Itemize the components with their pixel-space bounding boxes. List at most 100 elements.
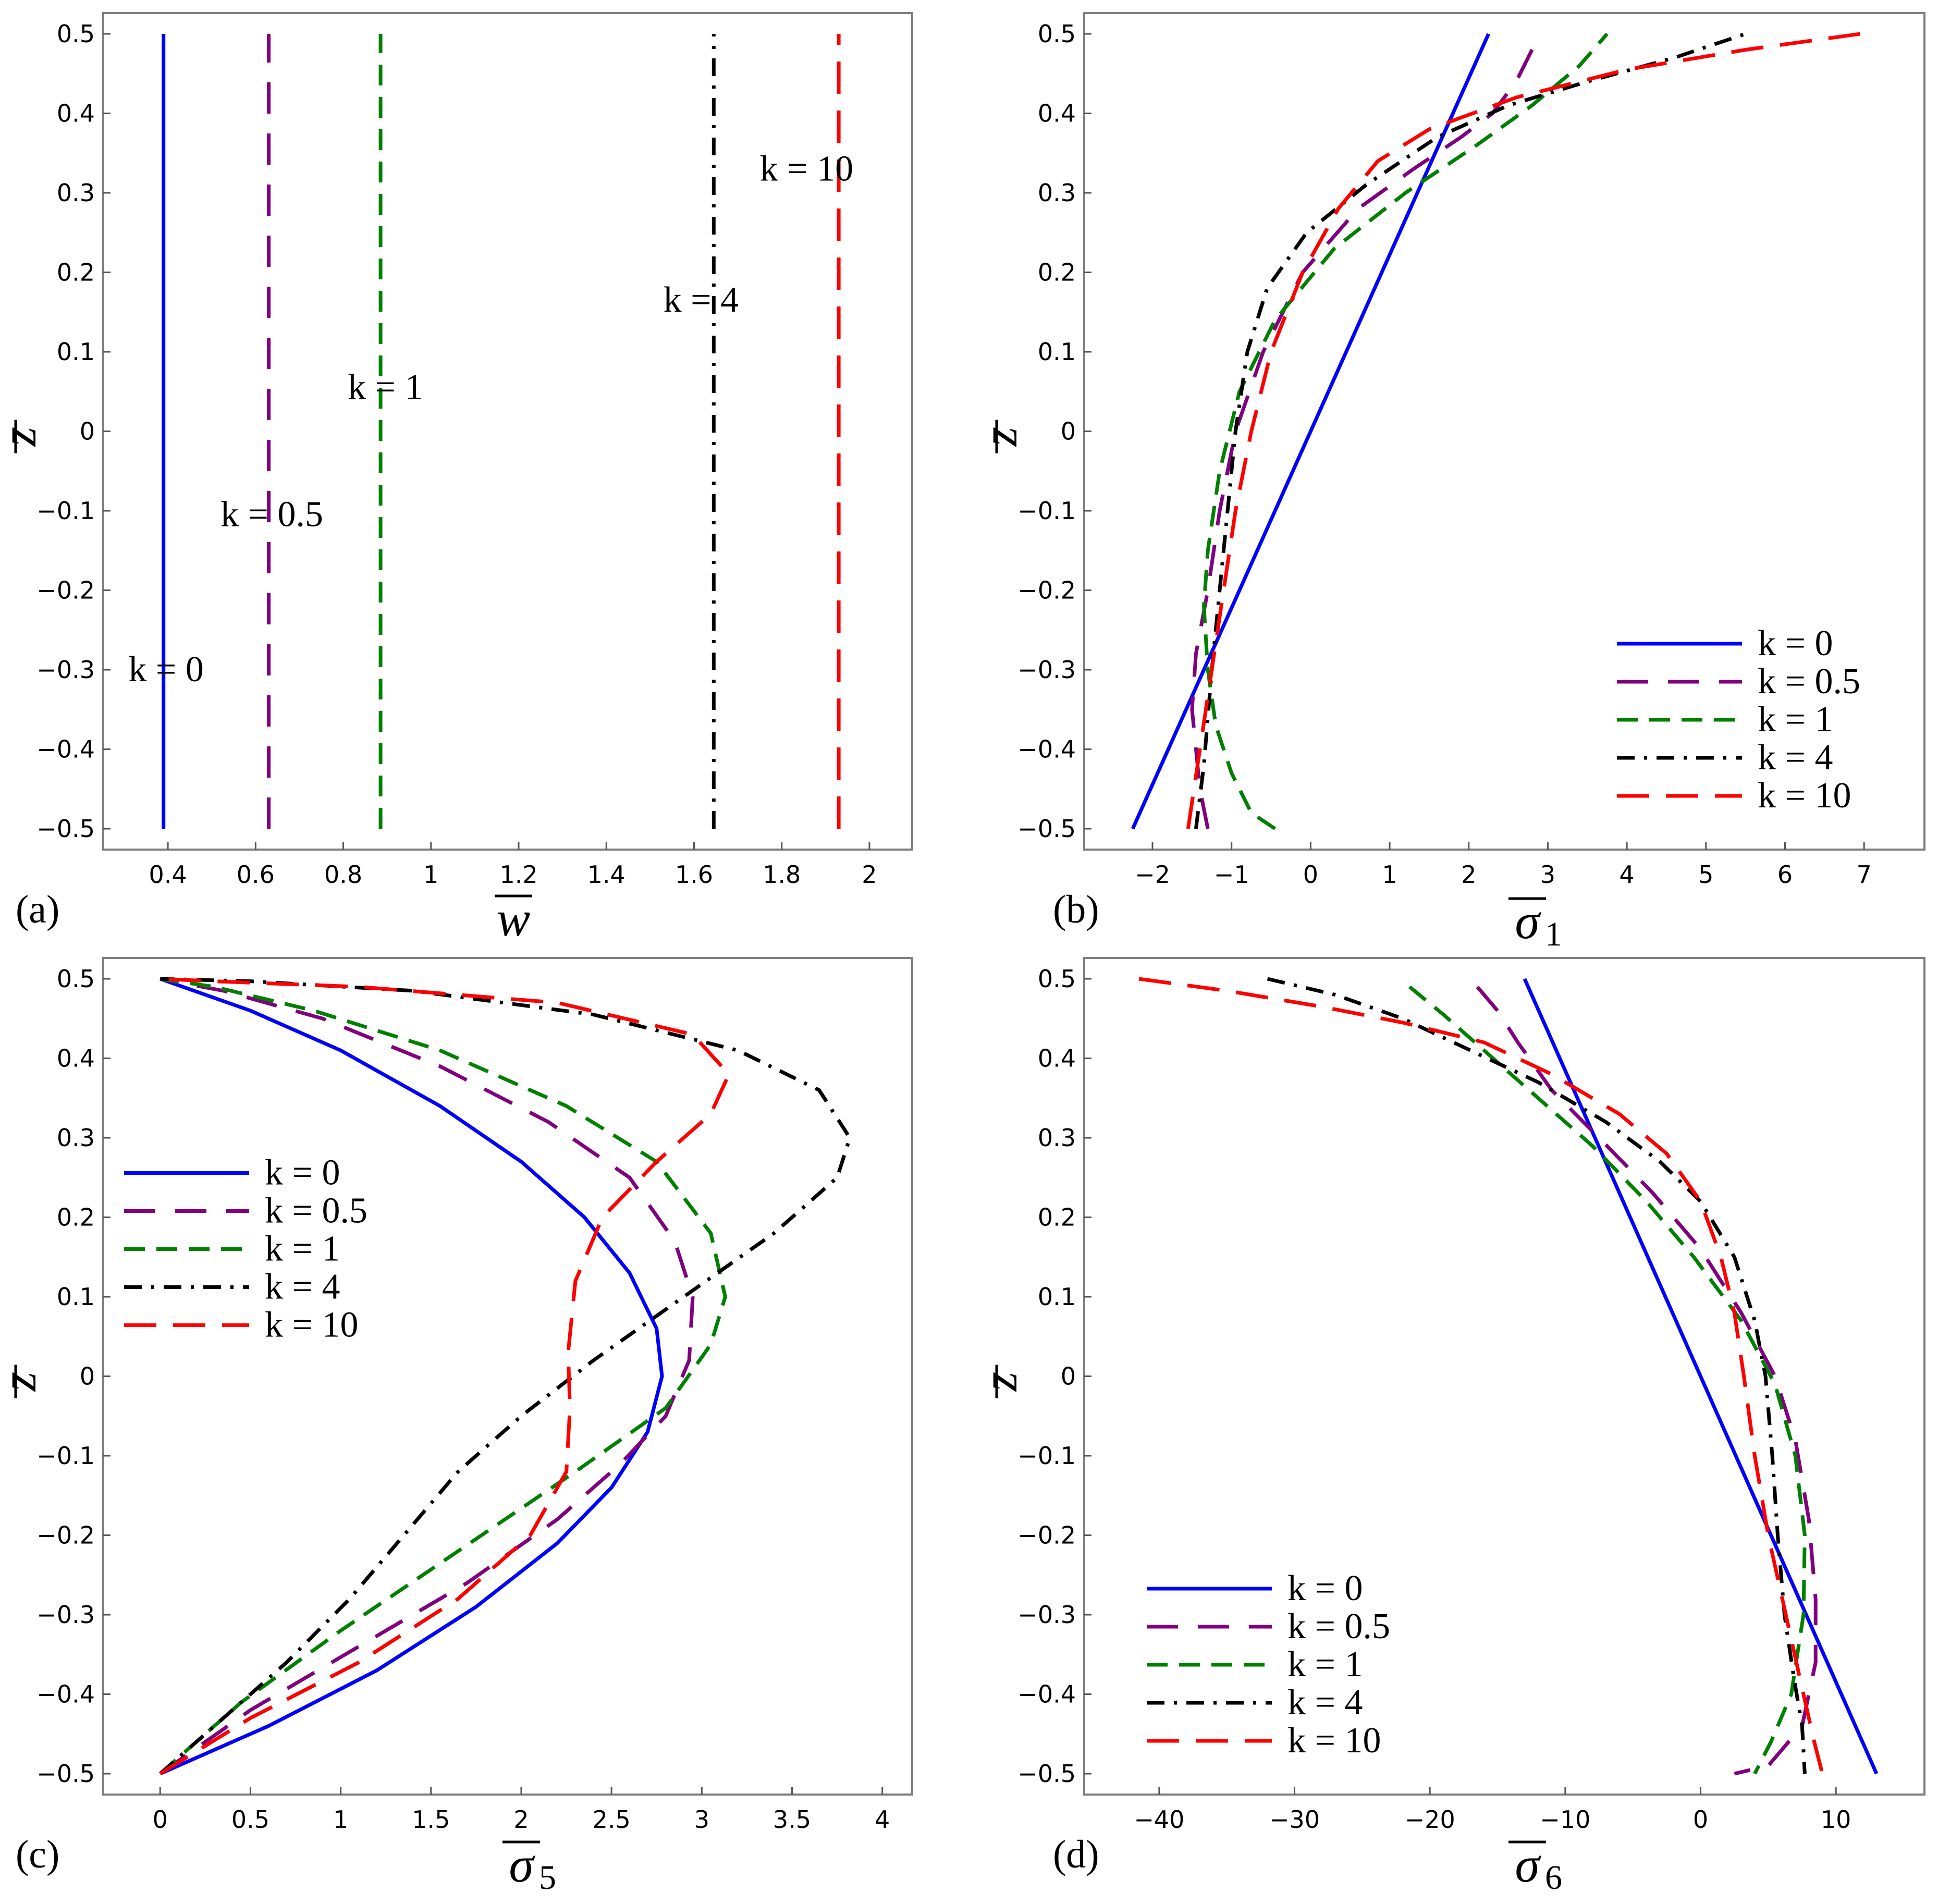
legend-label: k = 4 [265, 1267, 340, 1307]
y-tick-label: −0.2 [1017, 576, 1076, 605]
x-tick-label: 1.4 [587, 861, 625, 889]
x-tick-label: 2 [513, 1805, 529, 1834]
legend-label: k = 1 [1287, 1644, 1363, 1685]
y-tick-label: 0 [1061, 1362, 1076, 1391]
legend-label: k = 4 [1287, 1682, 1363, 1723]
y-tick-label: −0.4 [36, 735, 95, 764]
y-tick-label: 0.5 [57, 20, 95, 48]
legend-label: k = 0.5 [1758, 661, 1860, 702]
x-axis-label-subscript: 5 [539, 1859, 556, 1897]
panel-label: (a) [16, 888, 59, 931]
y-tick-label: 0.5 [1038, 965, 1076, 993]
x-axis-label: σ [1515, 1837, 1541, 1893]
legend-label: k = 4 [1758, 738, 1833, 778]
x-tick-label: 1.8 [763, 861, 801, 889]
series-annotation: k = 1 [348, 367, 423, 408]
y-tick-label: −0.3 [36, 1601, 95, 1629]
y-tick-label: 0.1 [57, 338, 95, 366]
y-tick-label: −0.3 [1017, 656, 1076, 684]
series-line-k4 [158, 977, 852, 1775]
y-tick-label: −0.5 [36, 1760, 95, 1788]
series-line-k4 [1267, 977, 1807, 1774]
series-line-k10 [159, 977, 731, 1775]
x-tick-label: 7 [1857, 861, 1872, 889]
legend-label: k = 0 [1287, 1568, 1363, 1608]
y-tick-label: 0.3 [57, 179, 95, 207]
legend-label: k = 10 [1287, 1721, 1381, 1761]
y-tick-label: 0.2 [1038, 1203, 1076, 1232]
series-line-k1 [1202, 32, 1609, 830]
x-tick-label: −1 [1214, 861, 1249, 889]
series-line-k05 [1190, 41, 1538, 829]
legend-label: k = 0 [265, 1153, 340, 1193]
x-tick-label: 0.5 [231, 1805, 269, 1834]
panel-label: (b) [1053, 888, 1099, 931]
y-tick-label: 0.1 [1038, 1283, 1076, 1311]
y-tick-label: 0.5 [57, 965, 95, 993]
y-tick-label: 0 [1061, 417, 1076, 446]
panel-label: (d) [1053, 1833, 1099, 1876]
x-axis-label: σ [1515, 893, 1541, 949]
x-tick-label: 0 [153, 1805, 168, 1834]
y-tick-label: −0.1 [1017, 1442, 1076, 1470]
x-axis-label: σ [509, 1837, 535, 1893]
y-tick-label: −0.2 [36, 1521, 95, 1550]
y-tick-label: 0.2 [1038, 259, 1076, 287]
y-tick-label: −0.5 [36, 815, 95, 843]
x-tick-label: −10 [1540, 1805, 1590, 1834]
x-tick-label: −20 [1405, 1805, 1455, 1834]
y-tick-label: 0.2 [57, 1203, 95, 1232]
legend-label: k = 10 [1758, 776, 1851, 816]
y-axis-label: z [0, 427, 46, 447]
x-axis-label-subscript: 6 [1545, 1859, 1562, 1897]
x-tick-label: 0 [1693, 1805, 1708, 1834]
legend-label: k = 0.5 [265, 1191, 367, 1231]
series-line-k0 [1131, 33, 1490, 830]
legend-label: k = 0 [1758, 623, 1833, 664]
x-tick-label: −40 [1134, 1805, 1184, 1834]
y-tick-label: −0.5 [1017, 815, 1076, 843]
y-tick-label: 0 [80, 1362, 95, 1391]
y-tick-label: 0.4 [57, 1045, 95, 1073]
legend-label: k = 1 [265, 1229, 340, 1269]
y-tick-label: 0.1 [1038, 338, 1076, 366]
y-tick-label: 0.3 [1038, 1124, 1076, 1152]
series-line-k0 [1523, 978, 1879, 1775]
y-axis-label: z [972, 1372, 1027, 1392]
legend-label: k = 0.5 [1287, 1606, 1390, 1647]
plot-frame [102, 12, 913, 851]
x-tick-label: 2 [862, 861, 877, 889]
series-line-k0 [159, 977, 664, 1776]
x-tick-label: 0.6 [237, 861, 275, 889]
series-annotation: k = 10 [760, 149, 853, 189]
x-tick-label: 6 [1777, 861, 1793, 889]
y-axis-label: z [972, 427, 1027, 447]
x-axis-label-subscript: 1 [1545, 915, 1562, 953]
y-tick-label: −0.3 [36, 656, 95, 684]
y-tick-label: −0.5 [1017, 1760, 1076, 1788]
x-tick-label: 1 [423, 861, 438, 889]
series-line-k10 [1138, 977, 1824, 1774]
x-axis-label: w [497, 891, 530, 947]
x-tick-label: 3 [694, 1805, 709, 1834]
x-tick-label: 0.4 [149, 861, 187, 889]
x-tick-label: 3 [1540, 861, 1555, 889]
y-tick-label: 0.4 [1038, 100, 1076, 128]
x-tick-label: −2 [1135, 861, 1170, 889]
x-tick-label: 1.5 [412, 1805, 450, 1834]
panel-a-chart: 0.5 0.4 0.3 0.2 0.1 0 −0.1 −0.2 −0.3 −0.4 −0.5 0.4 0… [0, 12, 913, 947]
series-line-k1 [158, 977, 727, 1775]
x-tick-label: 2 [1461, 861, 1476, 889]
y-tick-label: 0.3 [57, 1124, 95, 1152]
x-tick-label: 0.8 [324, 861, 362, 889]
x-tick-label: 4 [1619, 861, 1634, 889]
y-tick-label: −0.3 [1017, 1601, 1076, 1629]
series-annotation: k = 0 [128, 649, 203, 690]
x-tick-label: 1 [333, 1805, 348, 1834]
panel-d-chart: 0.5 0.4 0.3 0.2 0.1 0 −0.1 −0.2 −0.3 −0.4 −0.5 −40 −… [972, 957, 1925, 1897]
y-tick-label: −0.2 [36, 576, 95, 605]
x-tick-label: 1 [1382, 861, 1397, 889]
y-axis-label: z [0, 1372, 46, 1392]
x-tick-label: 10 [1821, 1805, 1851, 1834]
